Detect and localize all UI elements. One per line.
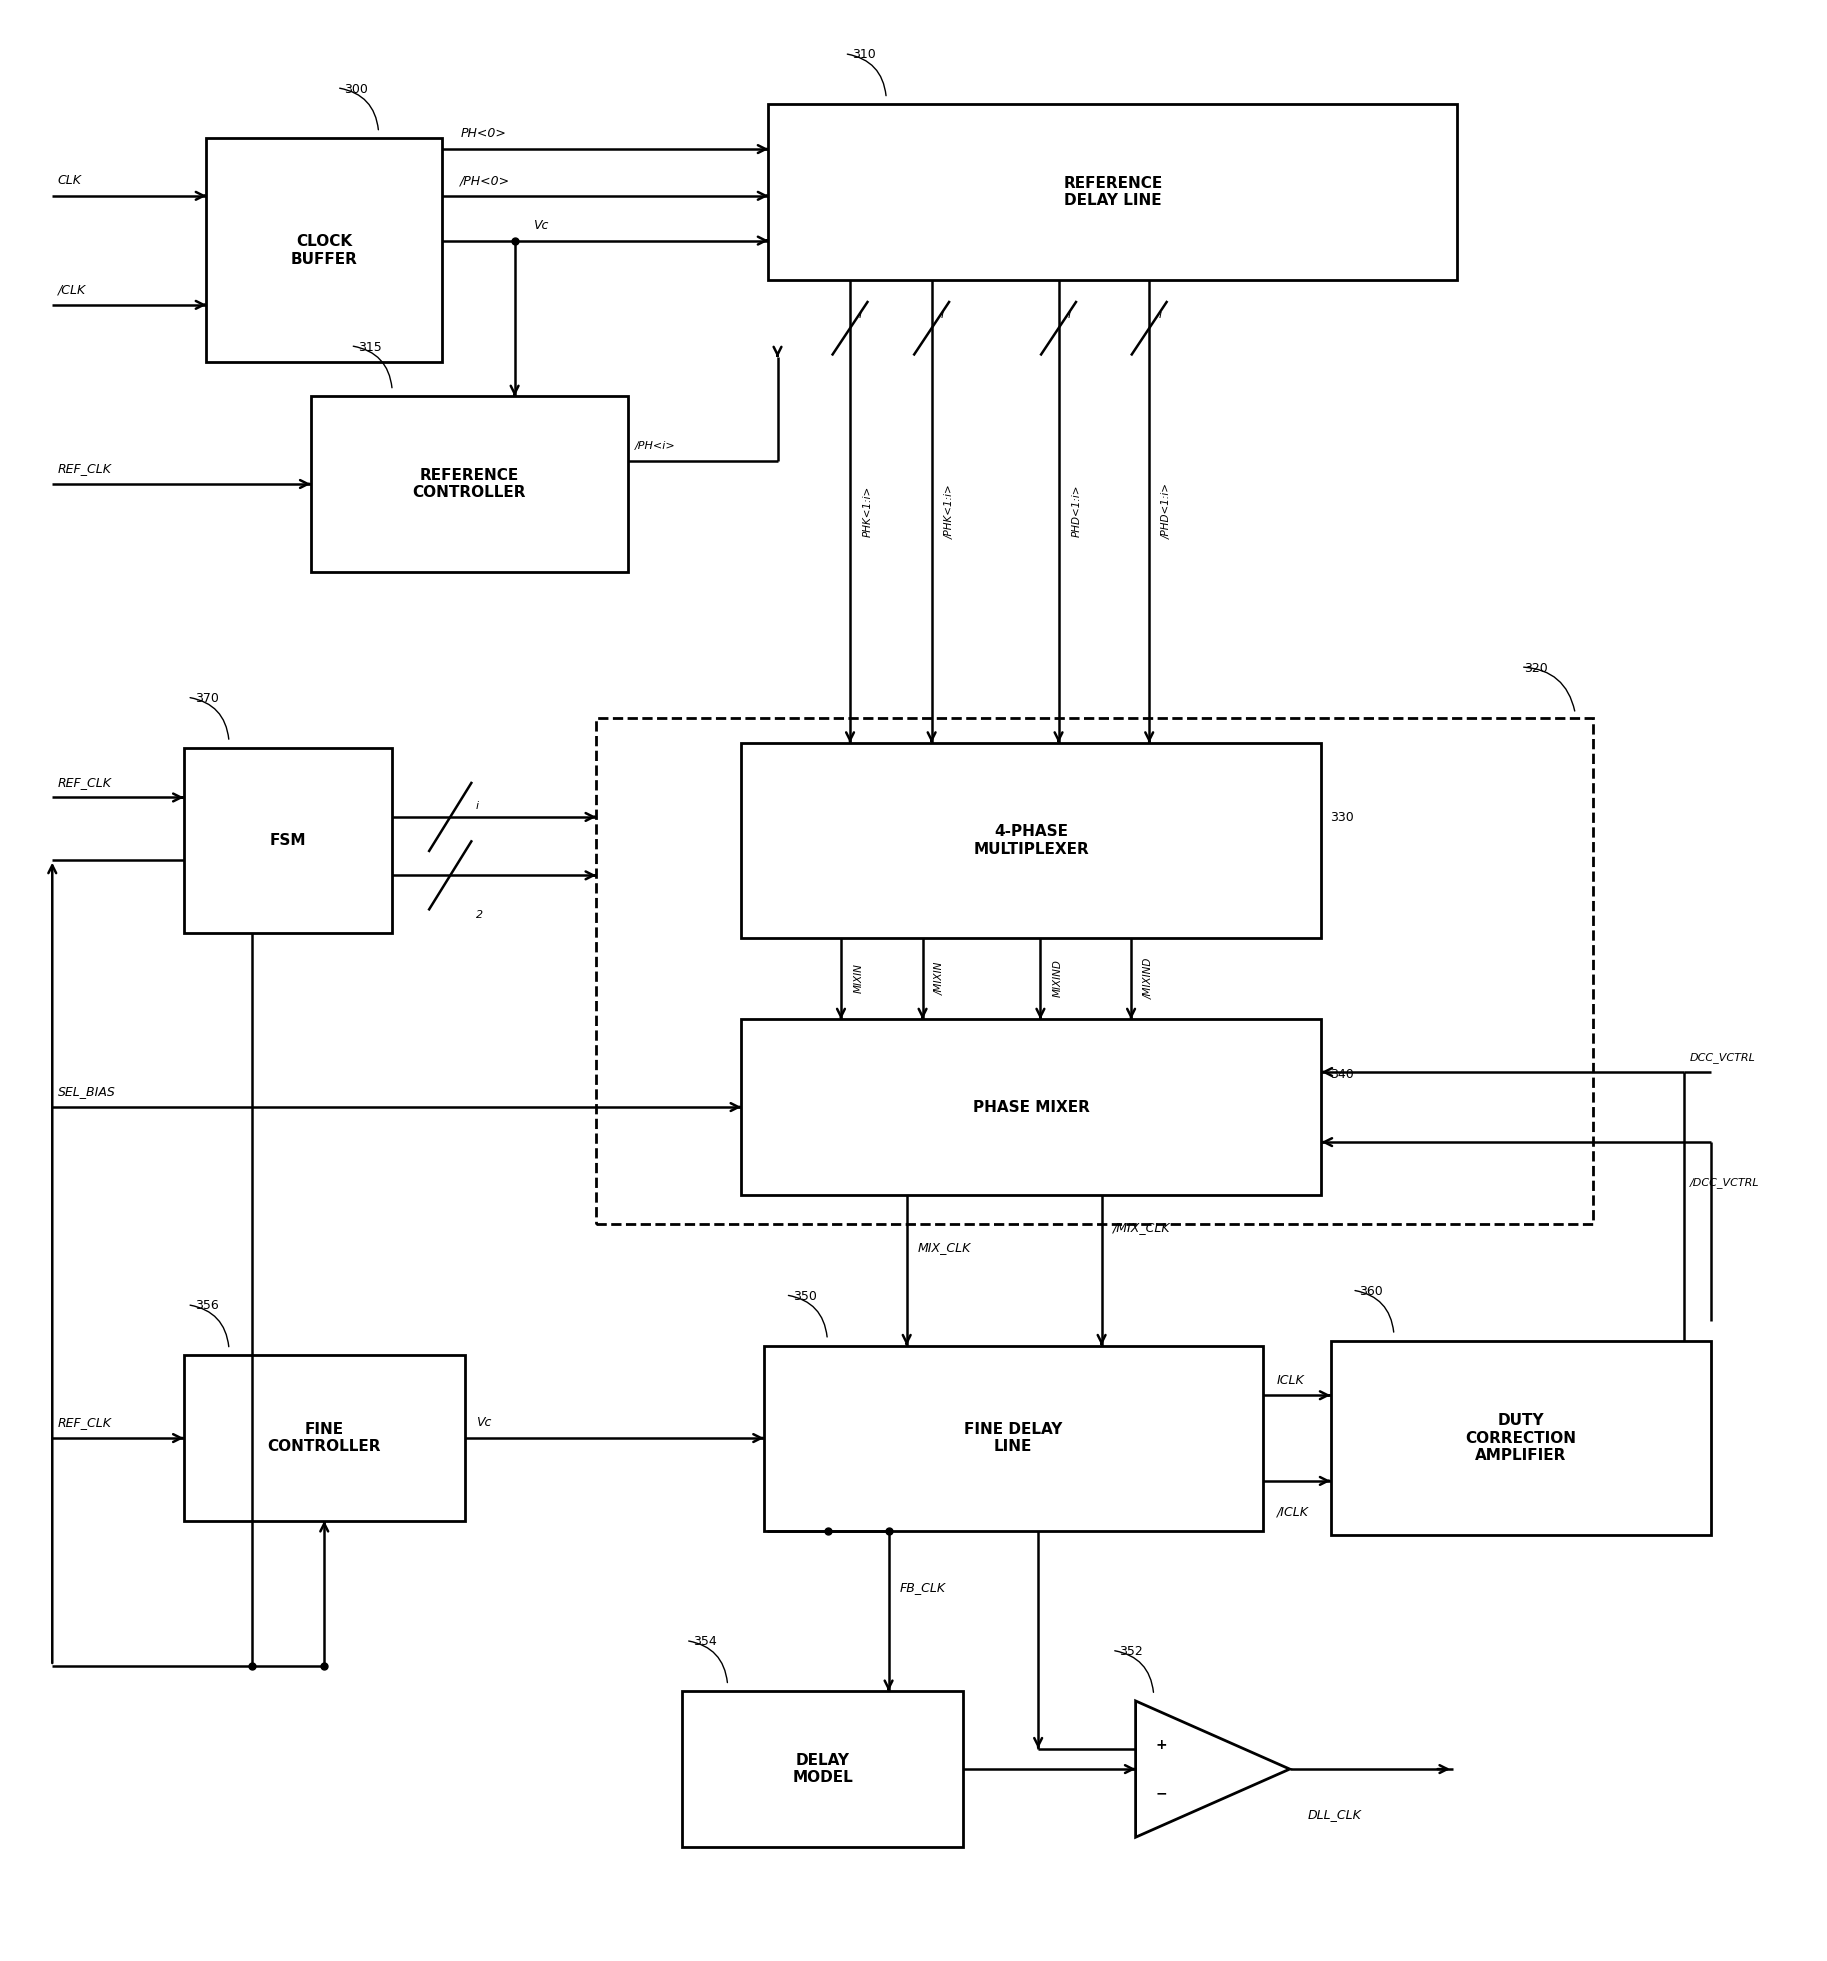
Text: CLOCK
BUFFER: CLOCK BUFFER — [290, 233, 358, 267]
FancyBboxPatch shape — [742, 1020, 1321, 1194]
Text: REFERENCE
CONTROLLER: REFERENCE CONTROLLER — [413, 469, 526, 500]
Text: PH<0>: PH<0> — [460, 127, 506, 141]
Text: /PH<0>: /PH<0> — [460, 175, 510, 186]
Text: Vc: Vc — [533, 220, 548, 231]
Text: 330: 330 — [1330, 810, 1354, 824]
Text: CLK: CLK — [58, 175, 82, 186]
Text: /ICLK: /ICLK — [1277, 1506, 1308, 1520]
Text: 354: 354 — [692, 1635, 716, 1649]
Text: /DCC_VCTRL: /DCC_VCTRL — [1690, 1177, 1759, 1188]
Text: FINE
CONTROLLER: FINE CONTROLLER — [267, 1422, 382, 1455]
Text: REF_CLK: REF_CLK — [58, 777, 111, 788]
Text: MIXIN: MIXIN — [853, 963, 864, 994]
Text: 4-PHASE
MULTIPLEXER: 4-PHASE MULTIPLEXER — [974, 824, 1089, 857]
Text: 350: 350 — [793, 1290, 817, 1302]
FancyBboxPatch shape — [764, 1345, 1262, 1530]
Text: 340: 340 — [1330, 1069, 1354, 1081]
Text: /CLK: /CLK — [58, 282, 86, 296]
Text: −: − — [1155, 1786, 1167, 1800]
Text: 370: 370 — [195, 692, 219, 706]
Text: i: i — [1158, 310, 1162, 320]
Text: i: i — [1067, 310, 1071, 320]
Text: /MIXIN: /MIXIN — [935, 961, 945, 996]
Text: /MIXIND: /MIXIND — [1144, 957, 1155, 1000]
Text: +: + — [1155, 1737, 1167, 1751]
Text: 356: 356 — [195, 1300, 219, 1312]
Text: /PHD<1:i>: /PHD<1:i> — [1162, 482, 1171, 539]
Text: SEL_BIAS: SEL_BIAS — [58, 1084, 115, 1098]
Text: DELAY
MODEL: DELAY MODEL — [793, 1753, 853, 1785]
Text: 360: 360 — [1359, 1284, 1383, 1298]
Text: /PHK<1:i>: /PHK<1:i> — [945, 484, 954, 539]
Text: PHD<1:i>: PHD<1:i> — [1071, 484, 1082, 537]
Text: REF_CLK: REF_CLK — [58, 463, 111, 475]
Text: DLL_CLK: DLL_CLK — [1308, 1808, 1361, 1820]
FancyBboxPatch shape — [681, 1690, 963, 1847]
Text: i: i — [475, 802, 479, 812]
Text: 315: 315 — [358, 341, 382, 353]
Text: MIX_CLK: MIX_CLK — [917, 1241, 970, 1253]
Text: MIXIND: MIXIND — [1052, 959, 1063, 998]
Text: REF_CLK: REF_CLK — [58, 1416, 111, 1430]
FancyBboxPatch shape — [206, 139, 442, 363]
FancyBboxPatch shape — [769, 104, 1458, 280]
FancyBboxPatch shape — [311, 396, 628, 571]
Text: /MIX_CLK: /MIX_CLK — [1113, 1222, 1169, 1233]
Text: i: i — [941, 310, 945, 320]
Text: REFERENCE
DELAY LINE: REFERENCE DELAY LINE — [1063, 176, 1162, 208]
Text: 2: 2 — [475, 910, 482, 920]
Text: FINE DELAY
LINE: FINE DELAY LINE — [965, 1422, 1063, 1455]
Text: 310: 310 — [851, 49, 875, 61]
Text: DCC_VCTRL: DCC_VCTRL — [1690, 1053, 1756, 1063]
FancyBboxPatch shape — [742, 743, 1321, 937]
FancyBboxPatch shape — [185, 1355, 464, 1522]
Text: Vc: Vc — [475, 1416, 491, 1430]
Text: ICLK: ICLK — [1277, 1373, 1304, 1386]
Text: PHK<1:i>: PHK<1:i> — [862, 486, 873, 537]
Text: FB_CLK: FB_CLK — [899, 1581, 946, 1594]
Text: 320: 320 — [1524, 661, 1547, 675]
Text: /PH<i>: /PH<i> — [636, 441, 676, 451]
FancyBboxPatch shape — [185, 747, 393, 933]
Text: i: i — [859, 310, 862, 320]
Text: 300: 300 — [343, 82, 367, 96]
Text: 352: 352 — [1120, 1645, 1144, 1659]
FancyBboxPatch shape — [1330, 1341, 1712, 1535]
Text: PHASE MIXER: PHASE MIXER — [974, 1100, 1089, 1114]
Text: DUTY
CORRECTION
AMPLIFIER: DUTY CORRECTION AMPLIFIER — [1465, 1414, 1577, 1463]
Text: FSM: FSM — [270, 833, 307, 847]
